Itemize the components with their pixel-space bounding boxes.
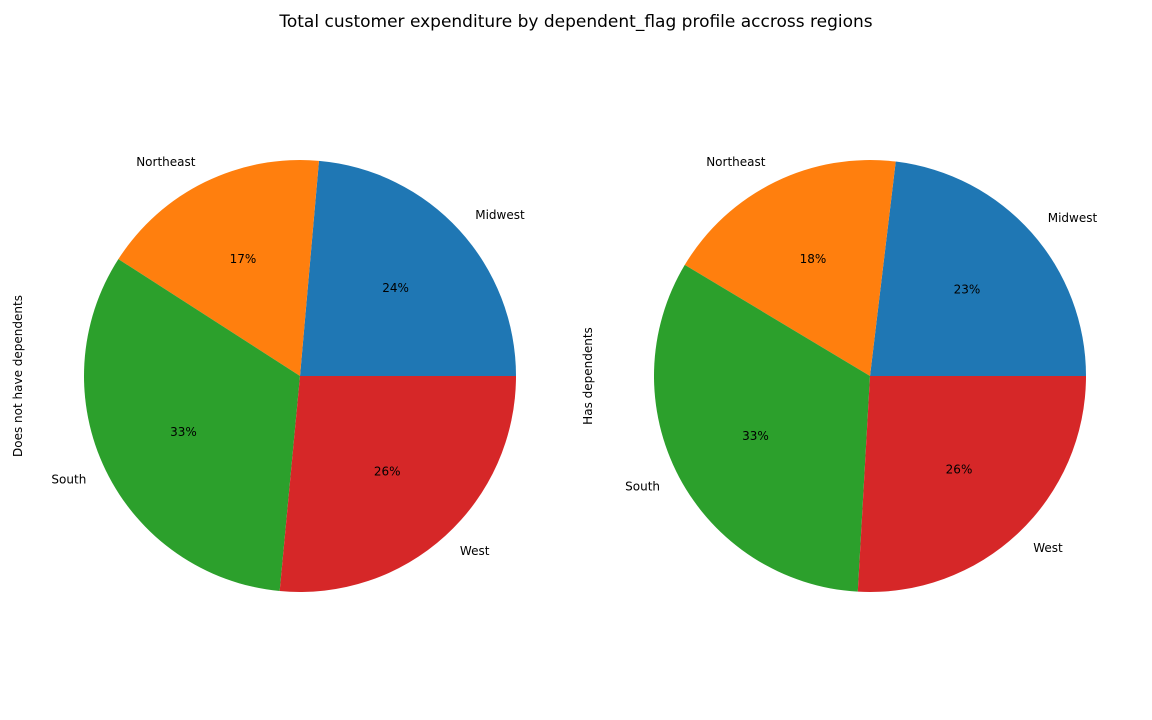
pie-slice-midwest (870, 161, 1086, 376)
pie-slice-west (279, 376, 516, 592)
slice-percent-west: 26% (374, 464, 401, 478)
pie-slice-south (654, 264, 870, 592)
pie-chart-has-dependents: Midwest 23% Northeast 18% South 33% West 26% Ha… (581, 155, 1097, 592)
slice-label-midwest: Midwest (475, 208, 525, 222)
slice-percent-south: 33% (742, 429, 769, 443)
pie-slice-south (84, 259, 300, 592)
pie-slice-northeast (684, 160, 896, 376)
slice-label-south: South (51, 472, 86, 486)
chart-title: Total customer expenditure by dependent_… (279, 12, 873, 32)
pie-chart-no-dependents: Midwest 24% Northeast 17% South 33% West 26% Do… (11, 155, 525, 592)
pie-labels-no-dependents: Midwest 24% Northeast 17% South 33% West 26% (51, 155, 525, 558)
slice-percent-northeast: 18% (800, 252, 827, 266)
slice-percent-midwest: 24% (382, 281, 409, 295)
slice-percent-south: 33% (170, 425, 197, 439)
pie-labels-has-dependents: Midwest 23% Northeast 18% South 33% West 26% (625, 155, 1097, 555)
slice-label-west: West (460, 544, 490, 558)
pie-slices-no-dependents (84, 160, 516, 592)
slice-label-midwest: Midwest (1048, 211, 1098, 225)
ylabel-no-dependents: Does not have dependents (11, 295, 25, 457)
slice-label-west: West (1033, 541, 1063, 555)
pie-slice-midwest (300, 160, 516, 376)
slice-label-northeast: Northeast (706, 155, 766, 169)
ylabel-has-dependents: Has dependents (581, 327, 595, 425)
pie-slices-has-dependents (654, 160, 1086, 592)
slice-label-south: South (625, 480, 660, 494)
slice-percent-northeast: 17% (230, 252, 257, 266)
slice-label-northeast: Northeast (136, 155, 196, 169)
slice-percent-west: 26% (946, 463, 973, 477)
pie-slice-west (857, 376, 1086, 592)
pie-slice-northeast (118, 160, 319, 376)
slice-percent-midwest: 23% (954, 282, 981, 296)
